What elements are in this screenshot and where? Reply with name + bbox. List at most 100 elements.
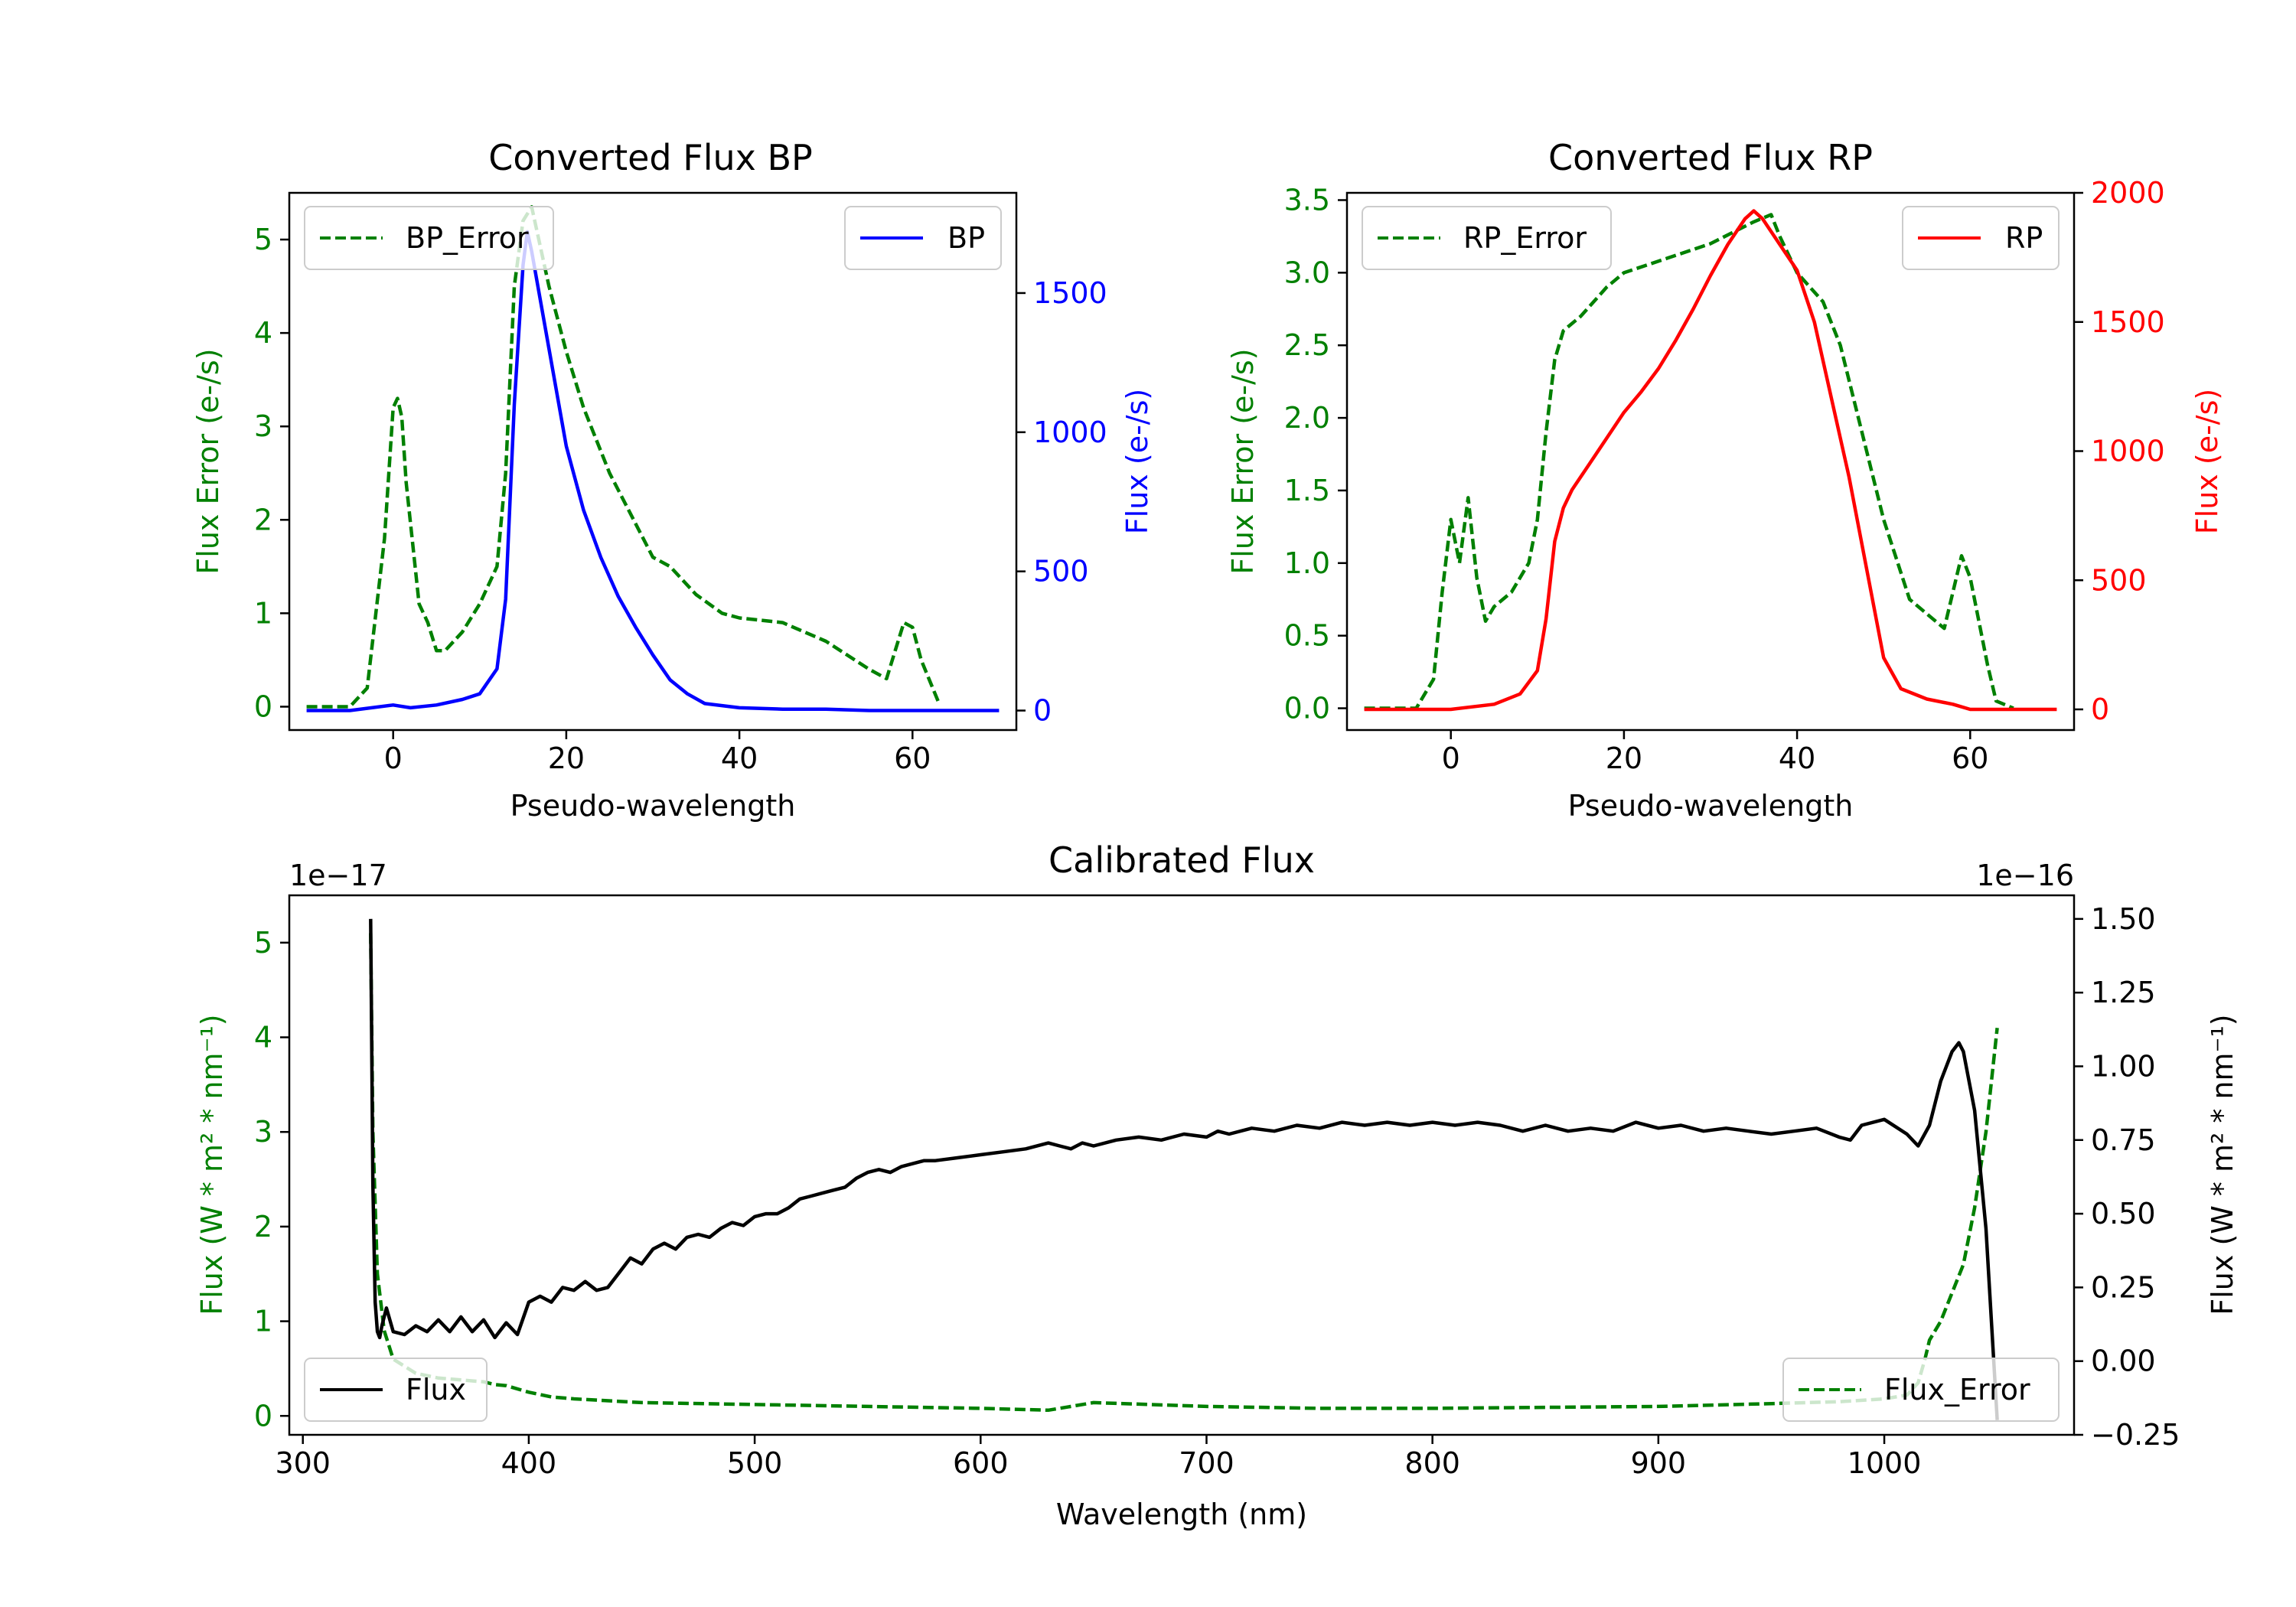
- bp-title: Converted Flux BP: [488, 137, 813, 178]
- bp-left-tick-label: 4: [254, 316, 272, 350]
- bp-left-ticks: 0 1 2 3 4 5: [254, 223, 289, 723]
- cal-left-tick-label: 2: [254, 1210, 272, 1244]
- rp-right-tick-label: 2000: [2091, 176, 2165, 210]
- rp-left-label: Flux Error (e-/s): [1226, 348, 1260, 574]
- bp-left-tick-label: 5: [254, 223, 272, 256]
- bp-left-tick-label: 1: [254, 596, 272, 630]
- rp-series-rp-error: [1364, 213, 2014, 710]
- cal-x-ticks: 300 400 500 600 700 800 900 1000: [275, 1435, 1921, 1480]
- bp-x-tick-label: 0: [384, 742, 403, 775]
- cal-plot-frame: [288, 894, 2076, 1436]
- bp-right-tick-label: 0: [1033, 694, 1052, 728]
- rp-left-tick-label: 3.5: [1284, 183, 1330, 217]
- cal-left-tick-label: 1: [254, 1305, 272, 1338]
- panel-bp: Converted Flux BP 0 20 40 60 0 1 2 3 4 5 0 500 100…: [191, 137, 1154, 823]
- cal-right-tick-label: 0.25: [2091, 1270, 2156, 1304]
- bp-left-tick-label: 3: [254, 409, 272, 443]
- bp-x-tick-label: 20: [548, 742, 585, 775]
- rp-left-tick-label: 2.0: [1284, 401, 1330, 435]
- cal-right-ticks: −0.25 0.00 0.25 0.50 0.75 1.00 1.25 1.50: [2074, 902, 2180, 1452]
- cal-left-offset: 1e−17: [289, 859, 387, 892]
- cal-right-label: Flux (W * m² * nm⁻¹): [2206, 1014, 2239, 1315]
- cal-left-tick-label: 4: [254, 1021, 272, 1054]
- rp-x-ticks: 0 20 40 60: [1442, 730, 1988, 775]
- rp-left-tick-label: 0.5: [1284, 619, 1330, 653]
- cal-right-tick-label: 1.00: [2091, 1049, 2156, 1083]
- cal-x-tick-label: 600: [953, 1446, 1009, 1480]
- bp-left-label: Flux Error (e-/s): [191, 348, 225, 574]
- rp-legend-flux-label: RP: [2005, 221, 2043, 255]
- cal-x-tick-label: 300: [275, 1446, 331, 1480]
- cal-left-ticks: 0 1 2 3 4 5: [254, 926, 289, 1433]
- cal-x-label: Wavelength (nm): [1056, 1498, 1307, 1531]
- cal-x-tick-label: 900: [1631, 1446, 1687, 1480]
- cal-right-tick-label: 0.50: [2091, 1197, 2156, 1231]
- bp-right-ticks: 0 500 1000 1500: [1016, 276, 1107, 728]
- cal-left-tick-label: 5: [254, 926, 272, 960]
- bp-right-tick-label: 500: [1033, 555, 1089, 588]
- cal-x-tick-label: 800: [1404, 1446, 1460, 1480]
- cal-x-tick-label: 700: [1179, 1446, 1234, 1480]
- rp-right-tick-label: 500: [2091, 563, 2147, 597]
- cal-left-tick-label: 0: [254, 1399, 272, 1433]
- cal-series-flux: [369, 918, 1999, 1420]
- bp-x-tick-label: 60: [894, 742, 931, 775]
- panel-calibrated: Calibrated Flux 300 400 500 600 700 800 900 100…: [195, 839, 2239, 1531]
- rp-left-tick-label: 0.0: [1284, 692, 1330, 725]
- cal-legend-flux: Flux: [304, 1358, 488, 1422]
- rp-legend-flux: RP: [1902, 206, 2060, 270]
- rp-x-tick-label: 60: [1952, 742, 1988, 775]
- cal-right-offset: 1e−16: [1976, 859, 2074, 892]
- bp-right-label: Flux (e-/s): [1120, 389, 1154, 534]
- rp-right-tick-label: 1000: [2091, 435, 2165, 468]
- cal-right-tick-label: 1.25: [2091, 976, 2156, 1009]
- rp-x-tick-label: 0: [1442, 742, 1460, 775]
- cal-x-tick-label: 500: [727, 1446, 783, 1480]
- cal-legend-error: Flux_Error: [1782, 1358, 2060, 1422]
- cal-right-tick-label: −0.25: [2091, 1418, 2180, 1452]
- cal-title: Calibrated Flux: [1049, 839, 1315, 881]
- rp-title: Converted Flux RP: [1548, 137, 1873, 178]
- cal-legend-error-label: Flux_Error: [1884, 1373, 2030, 1407]
- cal-legend-flux-label: Flux: [406, 1373, 466, 1407]
- rp-left-tick-label: 1.5: [1284, 474, 1330, 507]
- rp-series-rp: [1364, 209, 2057, 712]
- rp-legend-error-box: [1362, 206, 1612, 270]
- cal-right-tick-label: 1.50: [2091, 902, 2156, 936]
- cal-right-tick-label: 0.75: [2091, 1123, 2156, 1157]
- rp-right-ticks: 0 500 1000 1500 2000: [2074, 176, 2165, 726]
- cal-x-tick-label: 1000: [1848, 1446, 1922, 1480]
- bp-legend-error: BP_Error: [304, 206, 554, 270]
- bp-legend-error-label: BP_Error: [406, 221, 529, 255]
- cal-legend-error-box: [1782, 1358, 2060, 1422]
- bp-legend-flux-label: BP: [947, 221, 985, 255]
- panel-rp: Converted Flux RP 0 20 40 60 0.0 0.5 1.0 1.5 2.…: [1226, 137, 2224, 823]
- bp-legend-error-box: [304, 206, 554, 270]
- rp-left-tick-label: 3.0: [1284, 256, 1330, 289]
- rp-legend-error-label: RP_Error: [1463, 221, 1587, 255]
- rp-right-tick-label: 1500: [2091, 305, 2165, 339]
- rp-x-tick-label: 40: [1779, 742, 1815, 775]
- cal-right-tick-label: 0.00: [2091, 1345, 2156, 1378]
- bp-x-ticks: 0 20 40 60: [384, 730, 931, 775]
- bp-left-tick-label: 2: [254, 503, 272, 536]
- rp-right-label: Flux (e-/s): [2190, 389, 2224, 534]
- rp-x-tick-label: 20: [1606, 742, 1642, 775]
- rp-x-label: Pseudo-wavelength: [1568, 789, 1854, 823]
- bp-right-tick-label: 1500: [1033, 276, 1107, 310]
- rp-right-tick-label: 0: [2091, 693, 2109, 726]
- bp-plot-frame: [288, 191, 1018, 732]
- rp-left-tick-label: 1.0: [1284, 546, 1330, 580]
- cal-left-tick-label: 3: [254, 1115, 272, 1149]
- cal-x-tick-label: 400: [501, 1446, 557, 1480]
- bp-left-tick-label: 0: [254, 689, 272, 723]
- rp-left-tick-label: 2.5: [1284, 328, 1330, 362]
- rp-series-layer: [1364, 209, 2057, 712]
- cal-left-label: Flux (W * m² * nm⁻¹): [195, 1014, 229, 1315]
- bp-legend-flux: BP: [844, 206, 1002, 270]
- bp-series-bp: [306, 230, 1000, 712]
- rp-left-ticks: 0.0 0.5 1.0 1.5 2.0 2.5 3.0 3.5: [1284, 183, 1347, 725]
- rp-plot-frame: [1345, 191, 2076, 732]
- cal-legend-flux-box: [304, 1358, 488, 1422]
